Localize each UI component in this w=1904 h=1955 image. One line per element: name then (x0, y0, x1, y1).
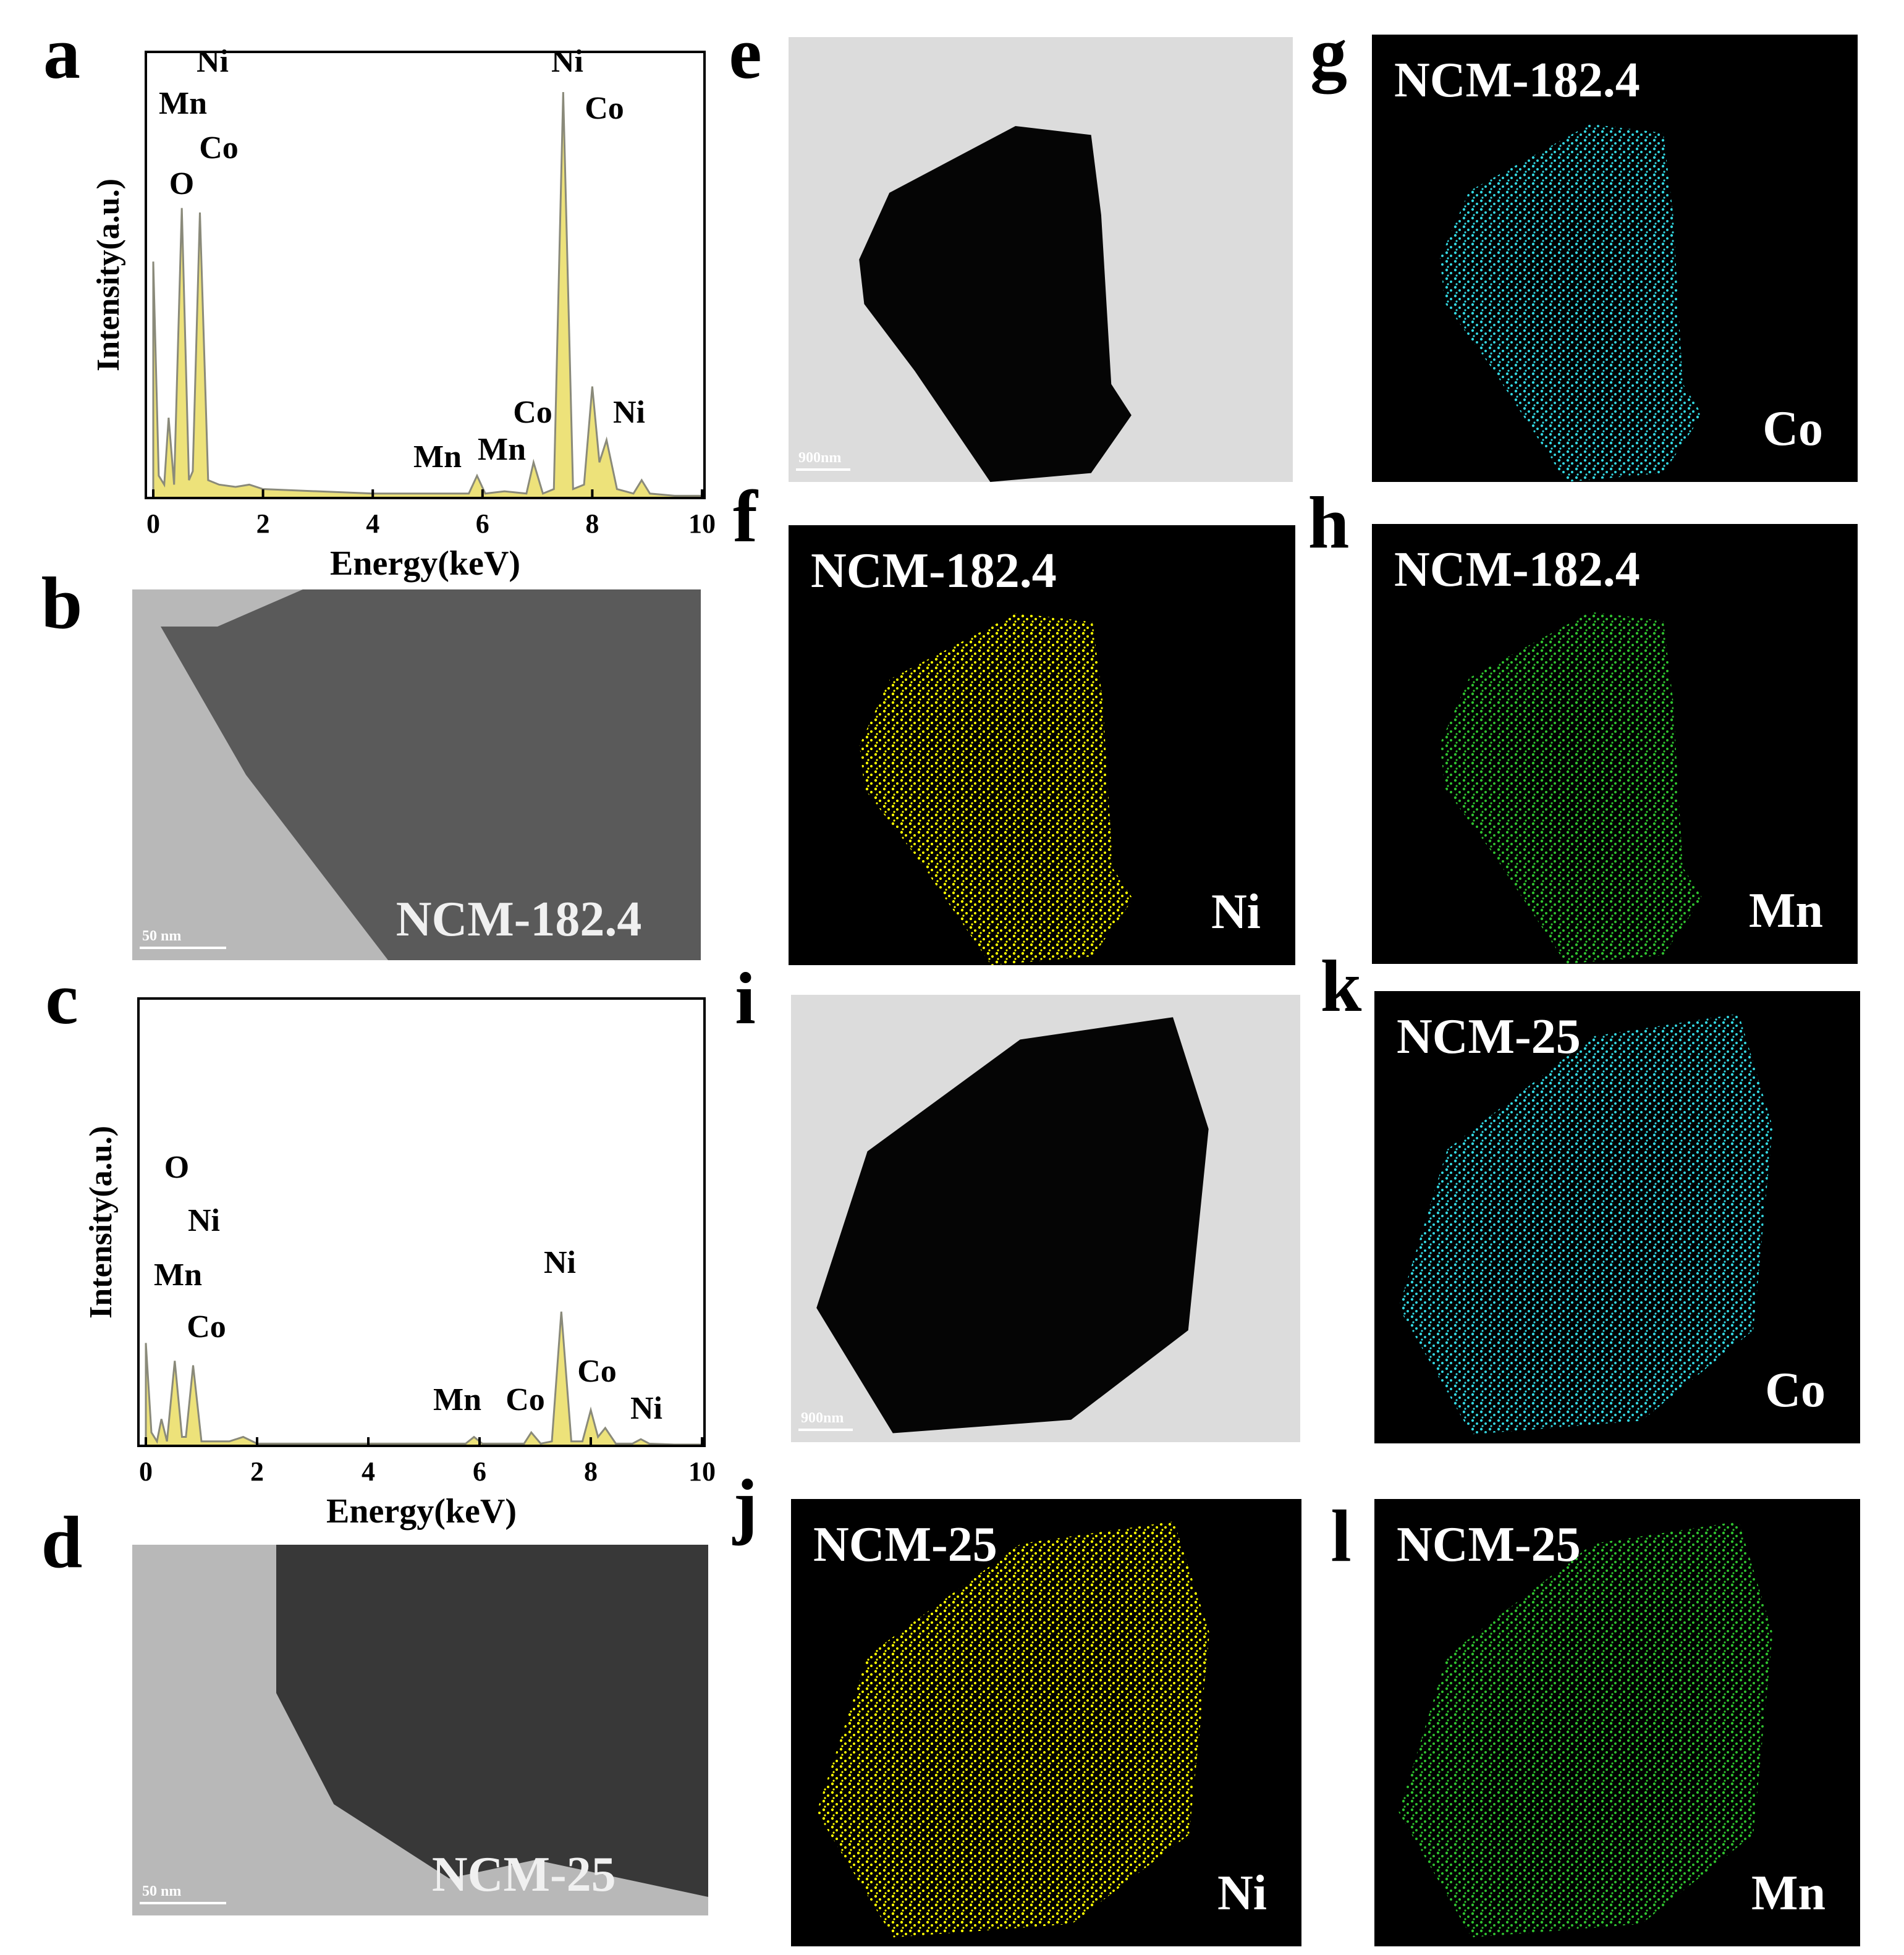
scale-bar-label: 50 nm (142, 928, 181, 944)
panel-letter: j (732, 1464, 758, 1546)
image-panel: NCM-182.4 Co (1372, 35, 1858, 483)
peak-label: Co (199, 130, 239, 166)
y-axis-label: Intensity(a.u.) (83, 1126, 119, 1319)
element-label: Ni (1217, 1866, 1267, 1920)
particle (859, 126, 1132, 482)
peak-label: Co (513, 395, 552, 430)
element-label: Co (1765, 1363, 1826, 1417)
x-tick-label: 0 (146, 509, 160, 539)
x-tick-label: 10 (688, 1456, 716, 1487)
element-label: Mn (1751, 1866, 1826, 1920)
scale-bar-label: 900nm (798, 450, 841, 466)
plot-frame (145, 51, 706, 499)
element-map (1440, 612, 1703, 964)
peak-label: Ni (630, 1391, 662, 1426)
panel-letter: l (1331, 1495, 1351, 1577)
sample-label: NCM-25 (813, 1518, 997, 1572)
peak-label: Co (506, 1382, 545, 1417)
x-tick-label: 8 (585, 509, 599, 539)
particle (276, 1545, 708, 1897)
panel-letter: c (45, 957, 78, 1039)
x-tick-label: 6 (476, 509, 489, 539)
element-label: Mn (1749, 884, 1823, 938)
panel-letter: d (41, 1501, 83, 1583)
x-axis-label: Energy(keV) (330, 544, 520, 583)
image-panel: NCM-182.4 Ni (789, 525, 1295, 965)
image-panel: NCM-25 Co (1374, 991, 1860, 1443)
peak-label: Ni (551, 44, 583, 79)
x-tick-label: 2 (256, 509, 270, 539)
image-panel: 900nm (791, 995, 1300, 1442)
x-axis-label: Energy(keV) (326, 1492, 517, 1531)
panel-letter: b (41, 562, 83, 644)
peak-label: Mn (433, 1382, 481, 1417)
peak-label: Mn (413, 439, 462, 475)
image-panel: NCM-182.4 Mn (1372, 524, 1858, 964)
scale-bar-label: 50 nm (142, 1883, 181, 1899)
particle (161, 589, 701, 960)
x-tick-label: 4 (366, 509, 379, 539)
panel-letter: f (733, 475, 759, 557)
panel-letter: i (735, 957, 755, 1039)
peak-label: Ni (188, 1203, 220, 1238)
peak-label: Mn (154, 1257, 202, 1293)
image-panel: NCM-25 Mn (1374, 1499, 1860, 1946)
panel-letter: g (1310, 12, 1347, 95)
peak-label: Ni (197, 44, 229, 79)
x-tick-label: 6 (473, 1456, 486, 1487)
x-tick-label: 0 (139, 1456, 153, 1487)
particle (816, 1017, 1209, 1434)
image-panel: 900nm (789, 37, 1293, 482)
x-tick-label: 2 (250, 1456, 264, 1487)
element-map (1440, 124, 1703, 483)
sample-label: NCM-182.4 (1394, 53, 1640, 108)
sample-label: NCM-25 (432, 1847, 616, 1902)
element-map (816, 1521, 1210, 1938)
x-tick-label: 4 (362, 1456, 375, 1487)
peak-label: Co (577, 1354, 617, 1389)
peak-label: Ni (544, 1245, 576, 1280)
element-map (1398, 1013, 1773, 1435)
plot-frame (137, 997, 706, 1447)
panel-letter: h (1308, 481, 1350, 564)
image-panel: NCM-25 50 nm (132, 1545, 708, 1915)
x-tick-label: 8 (584, 1456, 598, 1487)
spectrum-area (152, 91, 703, 499)
peak-label: Mn (159, 86, 207, 121)
spectrum-area (145, 1311, 703, 1447)
peak-label: Co (187, 1309, 226, 1345)
peak-label: Co (585, 91, 624, 126)
peak-label: Ni (613, 395, 645, 430)
scale-bar-label: 900nm (801, 1410, 844, 1426)
element-map (1398, 1521, 1773, 1938)
sample-label: NCM-182.4 (396, 892, 642, 947)
sample-label: NCM-25 (1397, 1010, 1581, 1064)
sample-label: NCM-182.4 (811, 544, 1057, 598)
peak-label: O (169, 166, 194, 201)
panel-letter: a (43, 12, 80, 94)
peak-label: Mn (478, 432, 526, 467)
image-panel: NCM-25 Ni (791, 1499, 1301, 1946)
y-axis-label: Intensity(a.u.) (91, 179, 126, 371)
sample-label: NCM-25 (1397, 1518, 1581, 1572)
element-label: Ni (1211, 885, 1261, 939)
x-tick-label: 10 (688, 509, 716, 539)
panel-letter: e (729, 12, 761, 94)
element-label: Co (1762, 402, 1823, 456)
peak-label: O (164, 1150, 189, 1185)
image-panel: NCM-182.4 50 nm (132, 589, 701, 960)
panel-letter: k (1321, 945, 1362, 1027)
sample-label: NCM-182.4 (1394, 543, 1640, 597)
element-map (859, 613, 1133, 965)
